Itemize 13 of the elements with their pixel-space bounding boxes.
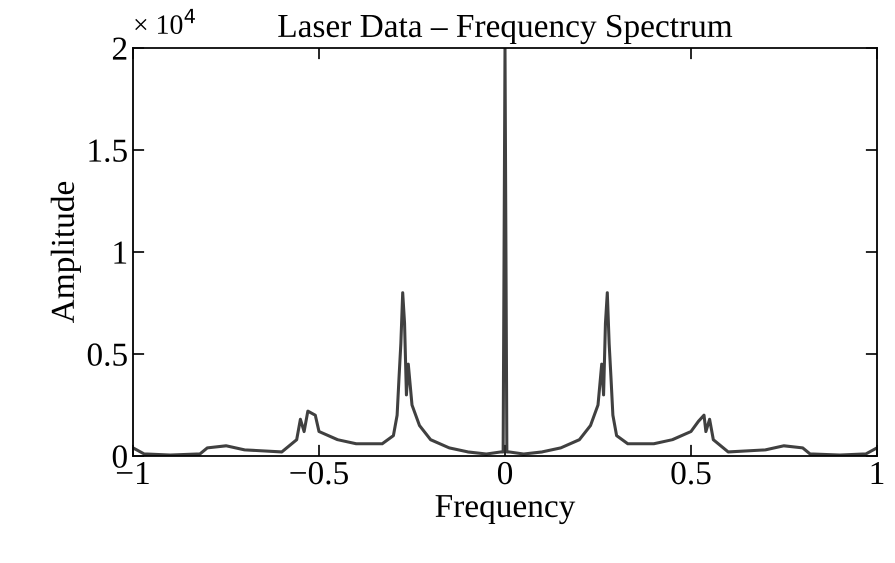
text: × 10$^{4}$	[135, 8, 195, 34]
x-tick-label: 1	[872, 462, 884, 484]
y-tick-label: 0.5	[88, 343, 127, 366]
x-axis-title: Frequency	[436, 495, 576, 524]
x-tick-label: −0.5	[290, 462, 348, 484]
line-series	[133, 48, 877, 456]
x-tick-label: 0.5	[671, 462, 711, 484]
y-axis-title: Amplitude	[50, 182, 81, 323]
chart-title: Laser Data – Frequency Spectrum	[278, 14, 732, 44]
x-tick-label: 0	[498, 462, 512, 484]
y-tick-label: 1	[114, 242, 126, 264]
y-tick-label: 1.5	[89, 140, 127, 162]
y-tick-label: 2	[112, 37, 126, 60]
